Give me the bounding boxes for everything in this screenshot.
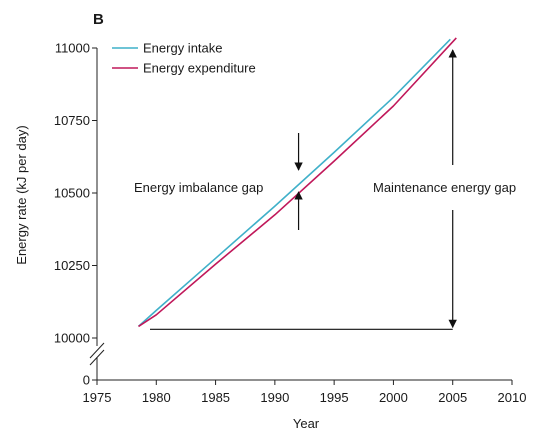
x-tick-label: 1995 <box>320 390 349 405</box>
x-tick-label: 1975 <box>83 390 112 405</box>
y-tick-label: 10500 <box>54 186 90 201</box>
imbalance-gap-label: Energy imbalance gap <box>134 180 263 195</box>
y-axis-title: Energy rate (kJ per day) <box>14 125 29 264</box>
energy-intake-line <box>137 38 451 327</box>
legend-label: Energy intake <box>143 41 223 56</box>
x-tick-label: 1985 <box>201 390 230 405</box>
x-tick-label: 1990 <box>260 390 289 405</box>
panel-label: B <box>93 11 104 28</box>
x-tick-label: 2000 <box>379 390 408 405</box>
annotations: Energy imbalance gap Maintenance energy g… <box>134 49 516 330</box>
axes <box>89 48 512 381</box>
series-lines <box>137 37 457 328</box>
y-tick-label-zero: 0 <box>83 373 90 388</box>
axis-break-mark-1 <box>89 342 105 359</box>
y-tick-label: 10250 <box>54 258 90 273</box>
legend: Energy intake Energy expenditure <box>112 41 256 76</box>
x-axis-title: Year <box>293 416 320 431</box>
ticks: 1975 1980 1985 1990 1995 2000 2005 2010 10000 102… <box>54 41 527 406</box>
y-tick-label: 11000 <box>55 41 90 56</box>
maintenance-gap-label: Maintenance energy gap <box>373 180 516 195</box>
y-tick-label: 10000 <box>54 331 90 346</box>
x-tick-label: 1980 <box>142 390 171 405</box>
y-tick-label: 10750 <box>54 113 90 128</box>
legend-label: Energy expenditure <box>143 61 256 76</box>
energy-expenditure-line <box>138 37 457 328</box>
x-tick-label: 2010 <box>498 390 527 405</box>
x-tick-label: 2005 <box>438 390 467 405</box>
